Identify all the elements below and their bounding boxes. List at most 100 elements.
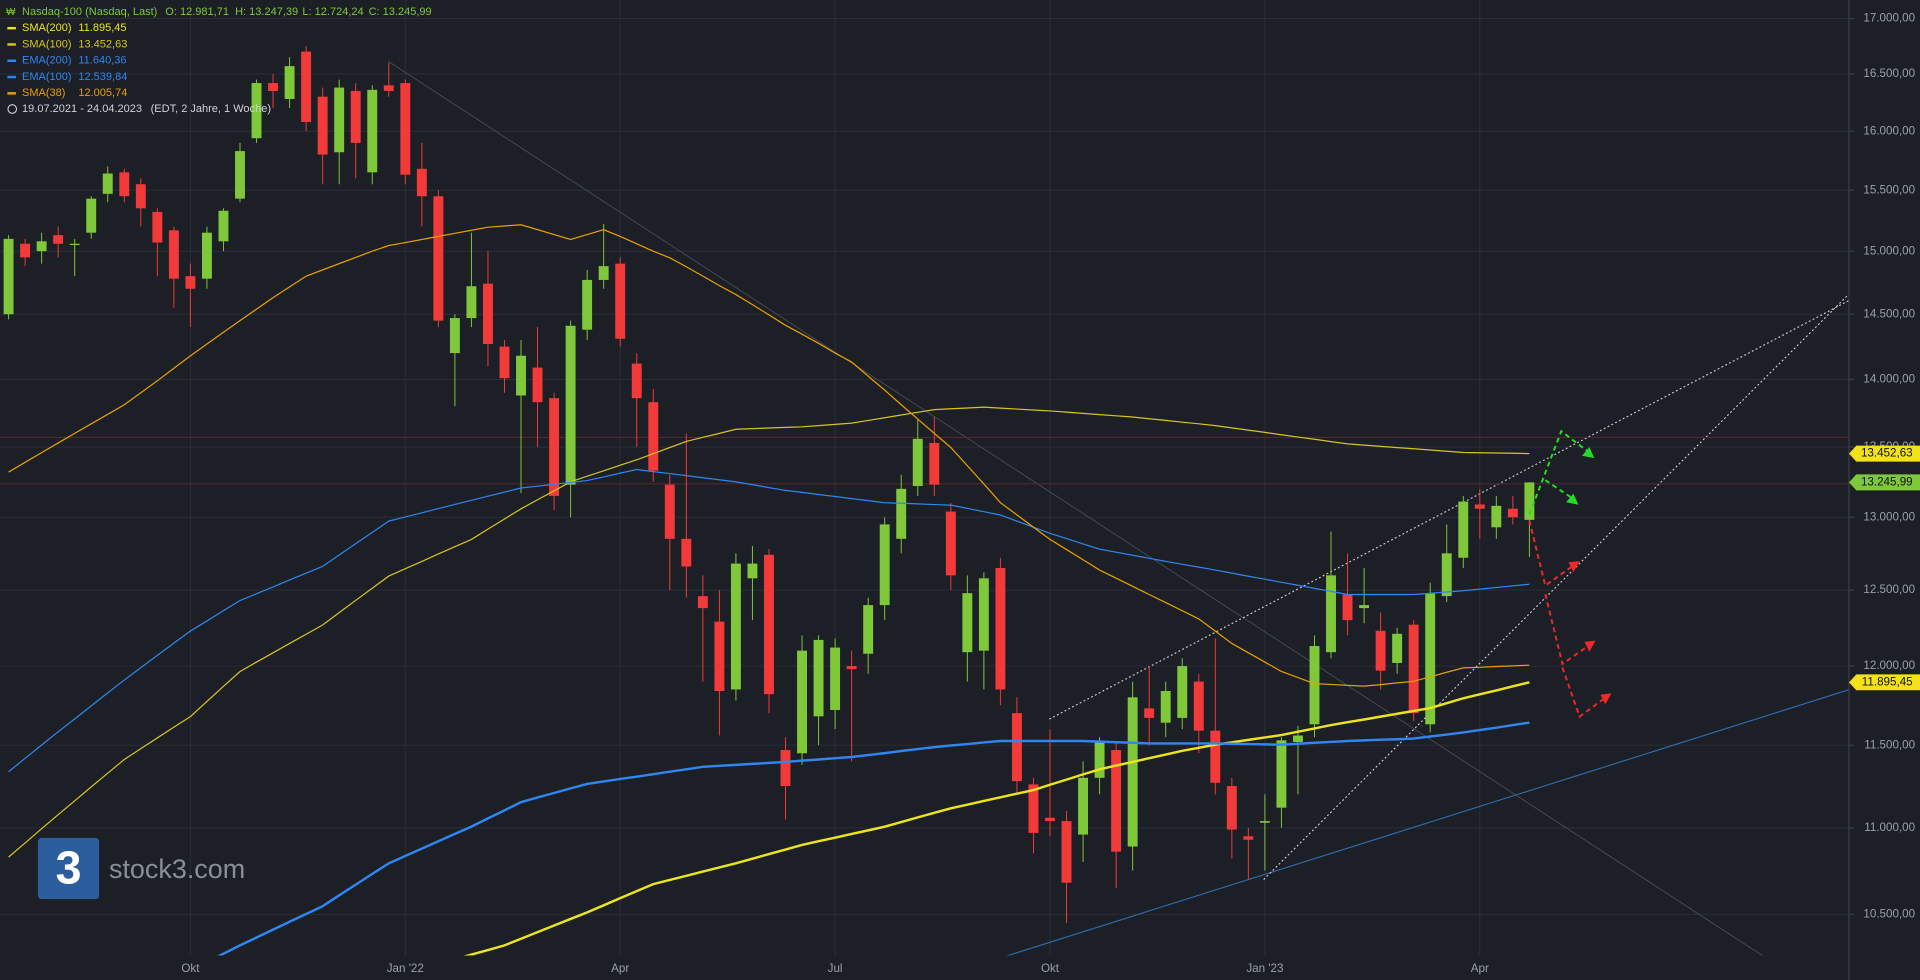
arrow-head <box>1568 561 1580 573</box>
y-tick-label: 15.500,00 <box>1863 183 1915 196</box>
candle-body <box>102 173 113 194</box>
candle-body <box>1491 505 1502 528</box>
candle-body <box>1293 735 1303 742</box>
candle-body <box>912 438 923 487</box>
y-tick-label: 16.500,00 <box>1863 67 1915 80</box>
candle-body <box>433 196 444 321</box>
price-label: 13.452,63 <box>1861 447 1913 460</box>
candle-body <box>747 563 758 579</box>
logo-text: 3 <box>56 841 82 893</box>
candle-body <box>1045 817 1055 822</box>
candle-body <box>1458 501 1469 558</box>
y-tick-label: 10.500,00 <box>1863 907 1915 920</box>
drawings <box>0 60 1849 956</box>
y-tick-label: 14.000,00 <box>1863 373 1915 386</box>
price-badge <box>1848 445 1920 462</box>
candle-body <box>631 363 642 399</box>
candle-body <box>1210 730 1221 783</box>
candle-body <box>697 596 708 609</box>
candle-body <box>714 621 725 692</box>
candle-body <box>1226 786 1237 830</box>
candle-body <box>1524 482 1535 520</box>
candle-body <box>1309 646 1320 725</box>
ohlc-value: C: 13.245,99 <box>369 6 432 18</box>
trend-line <box>1263 293 1849 880</box>
arrow-down <box>1544 593 1588 666</box>
legend-name: SMA(200) <box>22 22 72 34</box>
candle-body <box>846 666 857 670</box>
candle-body <box>1474 504 1485 509</box>
candle-body <box>615 263 626 339</box>
indicator-line <box>8 406 1530 858</box>
candle-body <box>1425 593 1436 725</box>
candle-body <box>466 286 477 319</box>
grid <box>0 0 1849 956</box>
legend-name: SMA(38) <box>22 87 65 99</box>
candle-body <box>516 355 526 396</box>
trend-line <box>387 60 1764 956</box>
candle-body <box>499 346 510 379</box>
candle-body <box>201 232 212 279</box>
candle-body <box>681 538 692 567</box>
candle-body <box>532 367 543 403</box>
y-tick-label: 12.500,00 <box>1863 583 1915 596</box>
candle-body <box>416 168 427 197</box>
indicator-line <box>8 224 1530 687</box>
watermark-text: stock3.com <box>109 854 245 884</box>
candle-body <box>3 238 14 315</box>
y-tick-label: 13.000,00 <box>1863 510 1915 523</box>
candle-body <box>1078 777 1089 835</box>
candle-body <box>730 563 741 690</box>
y-tick-label: 17.000,00 <box>1863 12 1915 25</box>
arrow-up <box>1544 479 1572 499</box>
candle-body <box>251 83 262 139</box>
candle-body <box>86 198 97 233</box>
candle-body <box>284 66 295 99</box>
y-tick-label: 11.000,00 <box>1864 821 1915 834</box>
ohlc-value: L: 12.724,24 <box>302 6 363 18</box>
candle-body <box>218 210 229 242</box>
legend-value: 13.452,63 <box>78 38 127 50</box>
candle-body <box>1243 836 1254 840</box>
candle-body <box>36 241 47 252</box>
candle-body <box>1342 594 1353 621</box>
candle-body <box>1094 741 1105 778</box>
legend-value: 12.005,74 <box>78 87 127 99</box>
trend-line <box>1049 299 1849 720</box>
candle-body <box>929 442 940 485</box>
candle-body <box>1160 691 1171 723</box>
candle-body <box>565 325 576 485</box>
candle-body <box>863 605 874 654</box>
candle-body <box>168 230 179 279</box>
candle-body <box>648 402 659 471</box>
candle-body <box>367 89 378 173</box>
indicator-line <box>463 681 1530 956</box>
header: ₩ Nasdaq-100 (Nasdaq, Last) O: 12.981,71… <box>6 6 432 115</box>
y-tick-label: 15.000,00 <box>1863 244 1915 257</box>
candle-body <box>598 266 609 280</box>
candle-body <box>334 87 345 153</box>
ohlc-value: H: 13.247,39 <box>235 6 298 18</box>
candle-body <box>400 83 411 175</box>
candle-body <box>268 83 279 91</box>
logo-box <box>37 837 100 900</box>
candle-body <box>185 276 196 289</box>
scenario-arrows <box>1528 429 1612 719</box>
watermark: 3 stock3.com <box>37 837 245 900</box>
candle-body <box>664 484 675 539</box>
candle-body <box>449 318 460 354</box>
candle-body <box>549 398 560 496</box>
candle-body <box>978 578 989 651</box>
candle-body <box>995 567 1006 690</box>
candle-body <box>152 211 163 243</box>
price-label: 11.895,45 <box>1862 675 1913 688</box>
candle-body <box>764 554 774 695</box>
candle-body <box>235 151 245 199</box>
candle-body <box>350 90 361 143</box>
y-tick-label: 14.500,00 <box>1863 307 1915 320</box>
x-tick-label: Jan '22 <box>387 962 424 975</box>
candle-body <box>1177 666 1188 718</box>
arrow-up <box>1528 429 1588 515</box>
date-range: 19.07.2021 - 24.04.2023 <box>22 103 142 115</box>
